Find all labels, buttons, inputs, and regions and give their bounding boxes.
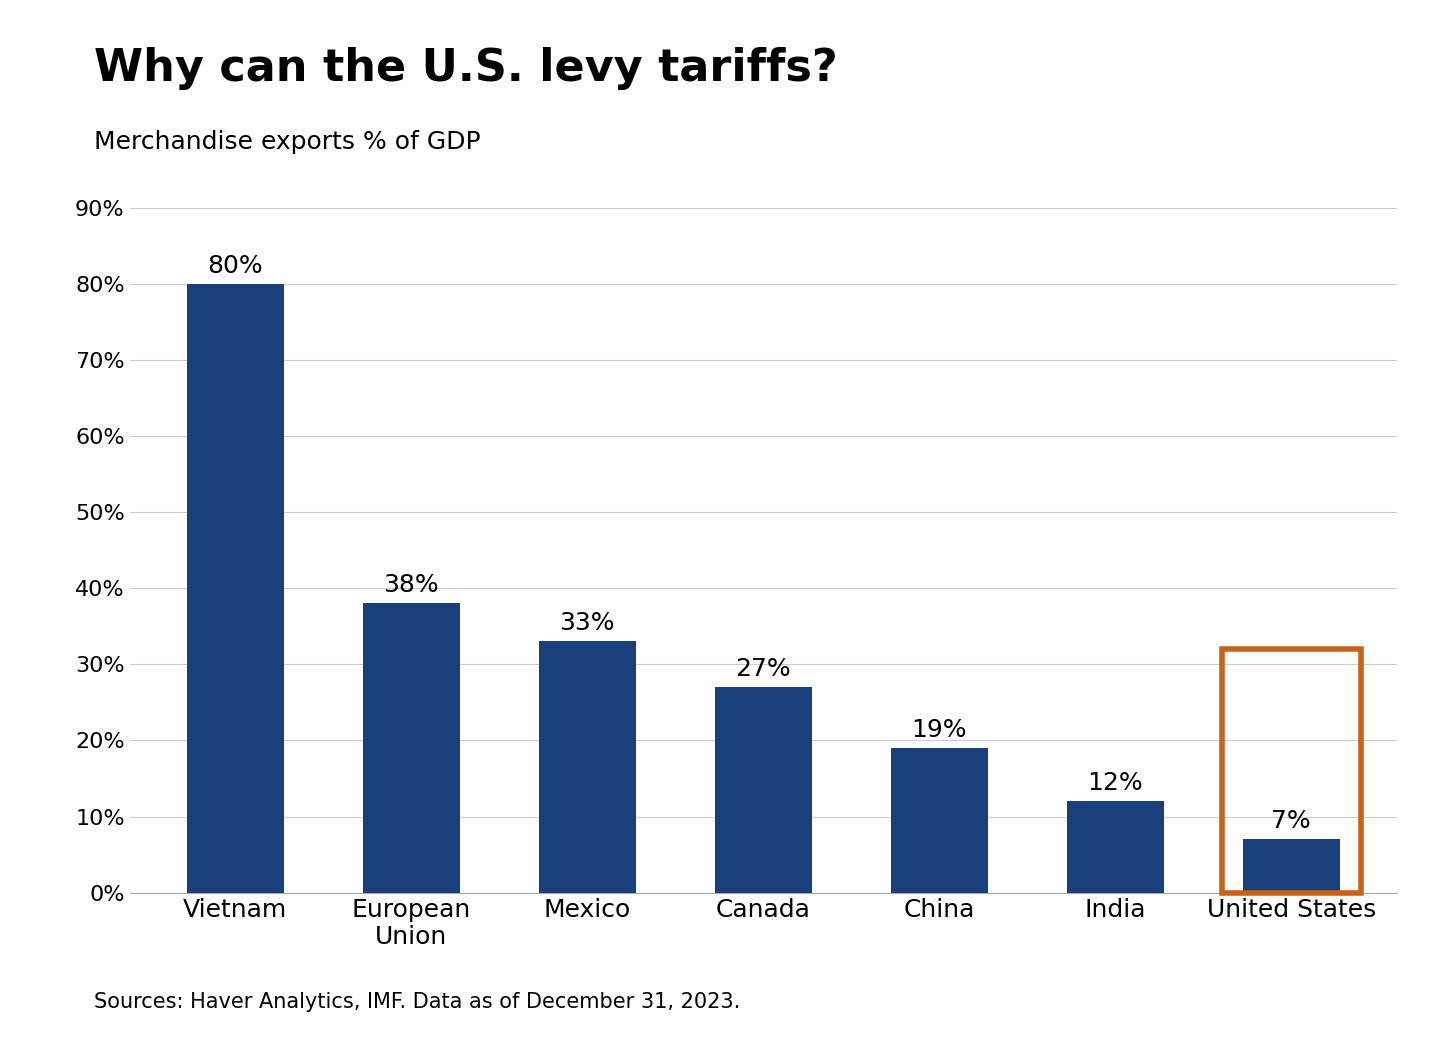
Text: Sources: Haver Analytics, IMF. Data as of December 31, 2023.: Sources: Haver Analytics, IMF. Data as o…	[94, 992, 740, 1012]
Bar	[891, 748, 988, 893]
Text: 12%: 12%	[1087, 771, 1143, 795]
Text: Merchandise exports % of GDP: Merchandise exports % of GDP	[94, 130, 480, 154]
Bar	[363, 603, 459, 893]
Text: 19%: 19%	[912, 718, 966, 742]
Bar	[187, 283, 284, 893]
Text: 7%: 7%	[1272, 810, 1310, 834]
Text: 80%: 80%	[207, 253, 264, 277]
Bar	[714, 687, 812, 893]
Text: 33%: 33%	[560, 611, 615, 635]
Text: 27%: 27%	[736, 657, 791, 681]
Bar	[1221, 649, 1361, 893]
Bar	[1067, 801, 1164, 893]
Bar	[539, 641, 635, 893]
Text: Why can the U.S. levy tariffs?: Why can the U.S. levy tariffs?	[94, 47, 837, 89]
Text: 38%: 38%	[383, 573, 439, 597]
Bar	[1243, 840, 1339, 893]
